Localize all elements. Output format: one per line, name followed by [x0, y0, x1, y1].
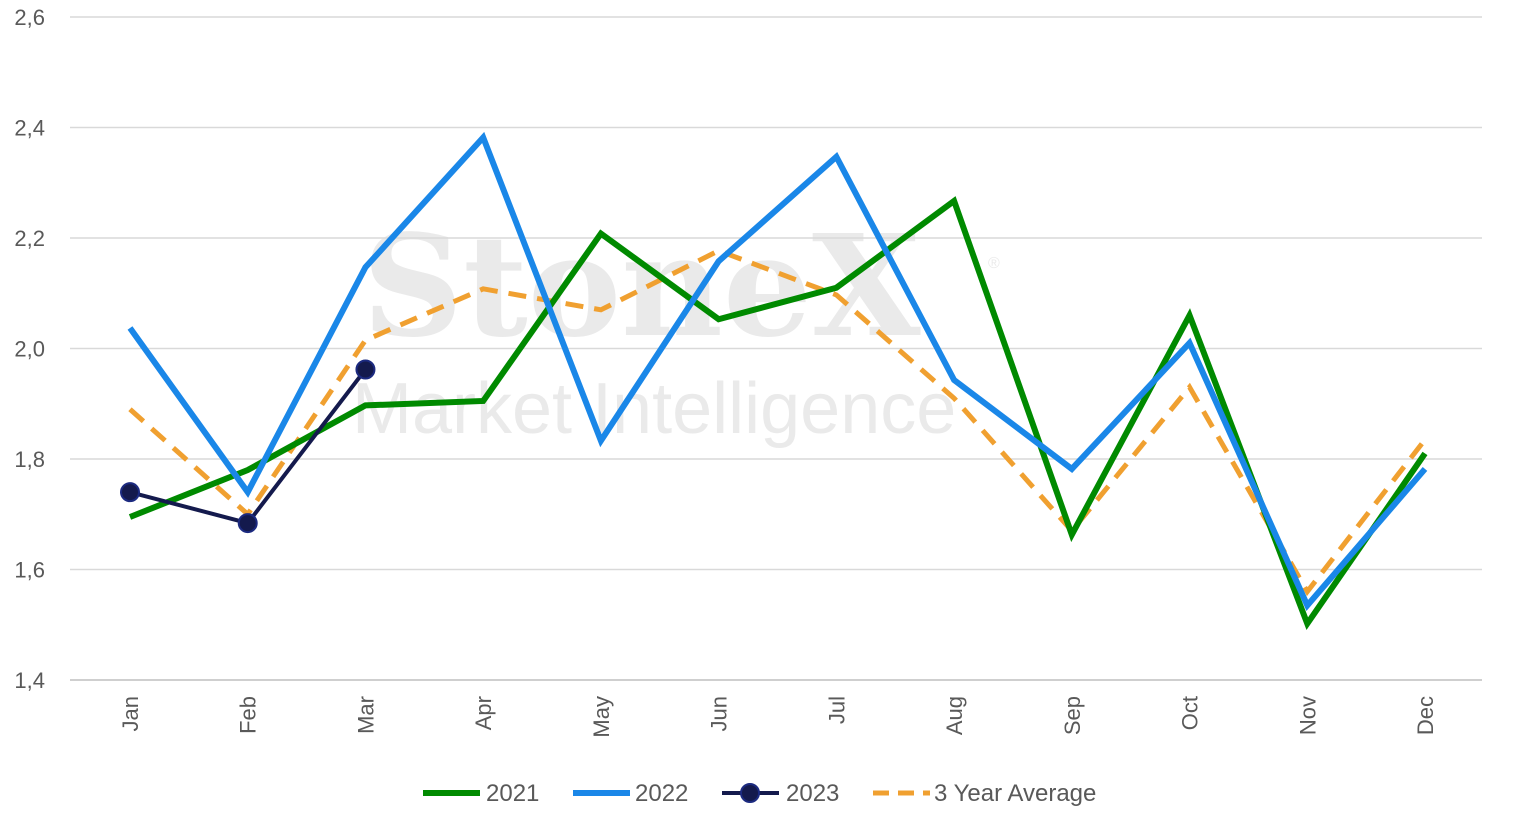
- data-point-2023: [237, 513, 258, 534]
- y-tick-label: 1,4: [14, 668, 45, 693]
- x-axis: Jan Feb Mar Apr May Jun Jul Aug Sep Oct Nov Dec: [118, 696, 1438, 738]
- y-tick-label: 2,2: [14, 226, 45, 251]
- y-tick-label: 2,6: [14, 5, 45, 30]
- x-tick-label: Mar: [353, 696, 378, 734]
- watermark-subtitle: Market Intelligence: [352, 369, 956, 449]
- x-tick-label: Apr: [471, 696, 496, 730]
- series-line-3-year-average: [128, 247, 1427, 597]
- legend-label-3-year-average: 3 Year Average: [934, 780, 1096, 807]
- legend: 2021 2022 2023 3 Year Average: [423, 780, 1096, 807]
- x-tick-label: Oct: [1178, 696, 1203, 730]
- legend-label-2022: 2022: [635, 780, 688, 807]
- x-tick-label: Jun: [707, 696, 732, 731]
- series-line-2022: [127, 131, 1428, 611]
- x-tick-label: Aug: [942, 696, 967, 735]
- legend-marker-2023: [740, 783, 760, 803]
- x-tick-label: Jan: [118, 696, 143, 731]
- legend-label-2021: 2021: [486, 780, 539, 807]
- legend-label-2023: 2023: [786, 780, 839, 807]
- y-tick-label: 2,4: [14, 116, 45, 141]
- gridlines: [70, 16, 1482, 681]
- y-tick-label: 1,8: [14, 447, 45, 472]
- y-axis: 1,4 1,6 1,8 2,0 2,2 2,4 2,6: [14, 5, 45, 693]
- x-tick-label: Feb: [236, 696, 261, 734]
- data-point-2023: [355, 359, 376, 380]
- x-tick-label: May: [589, 696, 614, 738]
- x-tick-label: Nov: [1295, 696, 1320, 735]
- y-tick-label: 1,6: [14, 558, 45, 583]
- x-tick-label: Sep: [1060, 696, 1085, 735]
- watermark: StoneX ® Market Intelligence: [352, 205, 1000, 449]
- x-tick-label: Dec: [1413, 696, 1438, 735]
- series-lines: [120, 131, 1428, 631]
- series-line-2021: [128, 196, 1428, 631]
- y-tick-label: 2,0: [14, 337, 45, 362]
- watermark-registered-mark: ®: [988, 255, 1000, 272]
- x-tick-label: Jul: [824, 696, 849, 724]
- data-point-2023: [120, 482, 140, 503]
